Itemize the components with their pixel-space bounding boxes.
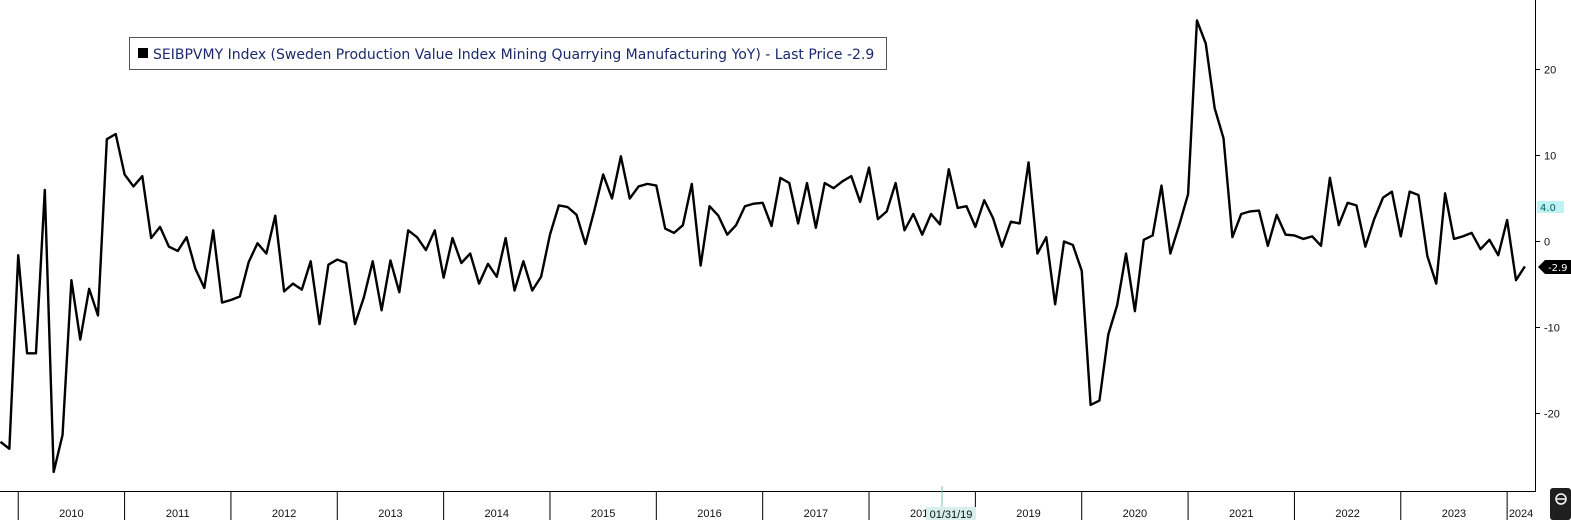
y-axis-tick-labels: 20 10 0 -10 -20 [1544,65,1560,421]
highlight-badge-bg [1537,201,1564,213]
series-line [0,19,1526,474]
x-tick-label: 2012 [272,508,296,520]
x-tick-label: 2011 [166,508,190,520]
cursor-date-label: 01/31/19 [930,509,973,520]
y-tick-label: 20 [1544,65,1556,77]
cursor-marker: 01/31/19 [926,486,976,520]
legend-label: SEIBPVMY Index (Sweden Production Value … [153,47,874,63]
y-tick-label: 10 [1544,151,1556,163]
x-tick-label: 2019 [1016,508,1040,520]
last-price-badge: -2.9 [1538,260,1571,274]
x-tick-label: 2010 [59,508,83,520]
x-tick-label: 2015 [591,508,615,520]
x-tick-label: 2020 [1123,508,1147,520]
zoom-icon[interactable] [1550,488,1571,520]
x-tick-label: 2016 [697,508,721,520]
x-tick-label: 2021 [1229,508,1253,520]
legend-swatch [138,48,148,58]
x-tick-label: 2014 [485,508,509,520]
x-tick-label: 2022 [1335,508,1359,520]
x-tick-label: 2013 [378,508,402,520]
y-tick-label: 0 [1544,237,1550,249]
legend-box [129,37,887,70]
y-tick-label: -10 [1544,323,1560,335]
x-tick-label: 2017 [804,508,828,520]
series-points [0,20,1524,472]
highlight-badge: 4.0 [1537,201,1564,214]
x-axis-tick-labels: 2010 2011 2012 2013 2014 2015 2016 2017 2018 2019… [59,508,1533,520]
x-tick-label: 2023 [1442,508,1466,520]
last-price-badge-label: -2.9 [1548,263,1568,274]
cursor-date-label-bg [926,507,976,520]
highlight-badge-label: 4.0 [1540,203,1556,214]
legend: SEIBPVMY Index (Sweden Production Value … [129,37,887,70]
last-price-badge-bg [1538,260,1571,274]
y-tick-label: -20 [1544,409,1560,421]
x-tick-label: 2024 [1509,508,1533,520]
